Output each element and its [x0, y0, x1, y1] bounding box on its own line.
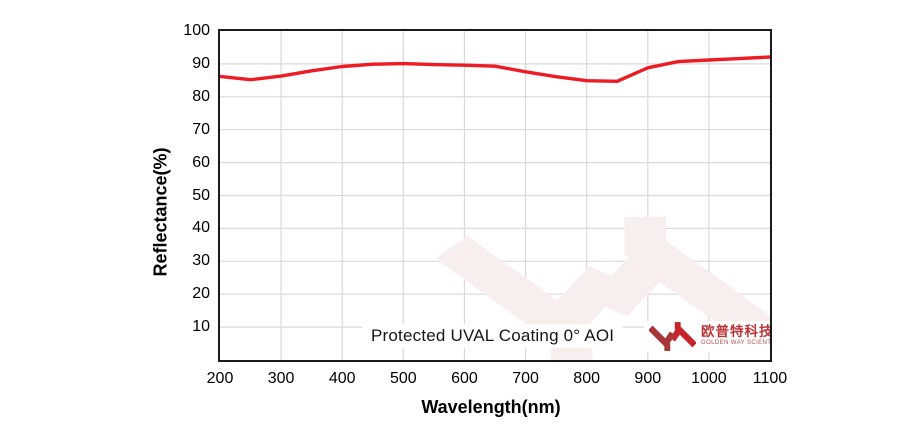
y-tick-label: 80 — [192, 87, 210, 105]
x-tick-label: 300 — [267, 370, 295, 387]
x-axis-title: Wavelength(nm) — [421, 397, 561, 417]
reflectance-series-line — [220, 55, 770, 83]
y-tick-label: 40 — [192, 219, 210, 237]
y-tick-label: 10 — [192, 318, 210, 336]
x-tick-label: 800 — [573, 370, 601, 387]
x-tick-label: 1000 — [691, 370, 727, 387]
gridlines — [220, 31, 770, 360]
y-tick-label: 20 — [192, 285, 210, 303]
y-tick-label: 100 — [183, 22, 210, 39]
x-tick-label: 900 — [634, 370, 662, 387]
reflectance-curve — [220, 55, 770, 83]
y-tick-label: 50 — [192, 186, 210, 204]
y-tick-label: 90 — [192, 54, 210, 72]
plot-area: Protected UVAL Coating 0° AOI 欧普特科技 GOLD… — [218, 29, 772, 362]
x-tick-label: 400 — [328, 370, 356, 387]
x-tick-label: 700 — [512, 370, 539, 387]
x-tick-label: 1100 — [752, 370, 788, 387]
x-tick-label: 600 — [451, 370, 478, 387]
y-tick-label: 30 — [192, 252, 210, 270]
x-tick-label: 500 — [389, 370, 417, 387]
company-watermark-icon — [435, 217, 770, 360]
y-tick-label: 60 — [192, 153, 210, 171]
y-tick-label: 70 — [192, 120, 210, 138]
x-tick-label: 200 — [206, 370, 234, 387]
plot-canvas — [220, 31, 770, 360]
